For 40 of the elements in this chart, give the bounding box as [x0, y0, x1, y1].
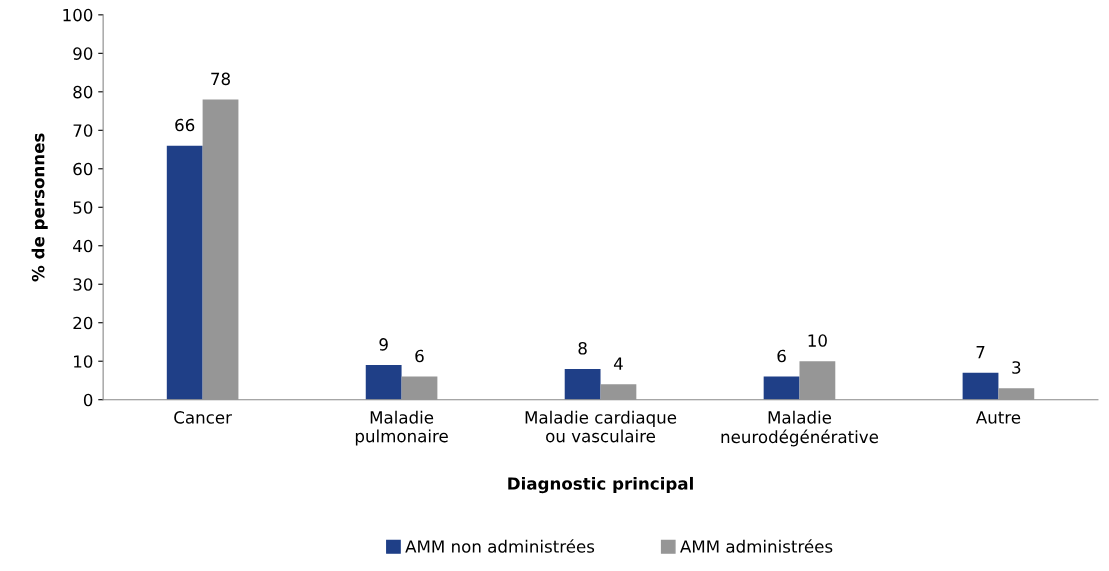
bar [564, 368, 601, 400]
x-tick-label: Cancer [174, 411, 232, 424]
y-tick-label: 0 [83, 393, 93, 407]
data-label: 10 [808, 334, 827, 347]
x-tick-label: Maladie neurodégénérative [721, 410, 879, 447]
bar [202, 99, 239, 400]
legend-label: AMM non administrées [405, 539, 595, 553]
bar [401, 376, 438, 400]
y-tick-label: 10 [74, 355, 93, 368]
data-label: 7 [976, 346, 985, 359]
y-tick-label: 70 [73, 124, 93, 137]
data-label: 6 [415, 349, 424, 363]
x-tick-label: Maladie pulmonaire [355, 410, 448, 446]
y-tick-label: 50 [73, 201, 93, 214]
y-tick-label: 90 [73, 47, 93, 60]
y-axis-title: % de personnes [31, 133, 48, 282]
y-tick-label: 100 [63, 8, 93, 22]
bar [962, 372, 999, 400]
y-tick-label: 20 [73, 316, 93, 330]
bar [365, 365, 402, 400]
x-tick-label: Maladie cardiaque ou vasculaire [525, 410, 677, 443]
bar [799, 361, 836, 400]
data-label: 9 [379, 338, 388, 351]
data-label: 6 [777, 349, 786, 363]
y-tick-label: 40 [73, 239, 93, 253]
y-tick-label: 30 [73, 278, 93, 291]
bar [600, 384, 637, 400]
data-label: 66 [175, 118, 195, 132]
bar [763, 376, 800, 400]
legend-label: AMM administrées [680, 539, 833, 553]
y-tick-label: 60 [73, 162, 93, 176]
bar [166, 145, 203, 400]
data-label: 78 [211, 72, 230, 86]
bar [998, 388, 1035, 400]
data-label: 4 [613, 357, 623, 370]
x-tick-label: Autre [975, 411, 1021, 424]
data-label: 3 [1012, 361, 1021, 374]
y-tick-label: 80 [73, 85, 93, 99]
x-axis-title: Diagnostic principal [508, 476, 693, 494]
data-label: 8 [578, 341, 587, 355]
